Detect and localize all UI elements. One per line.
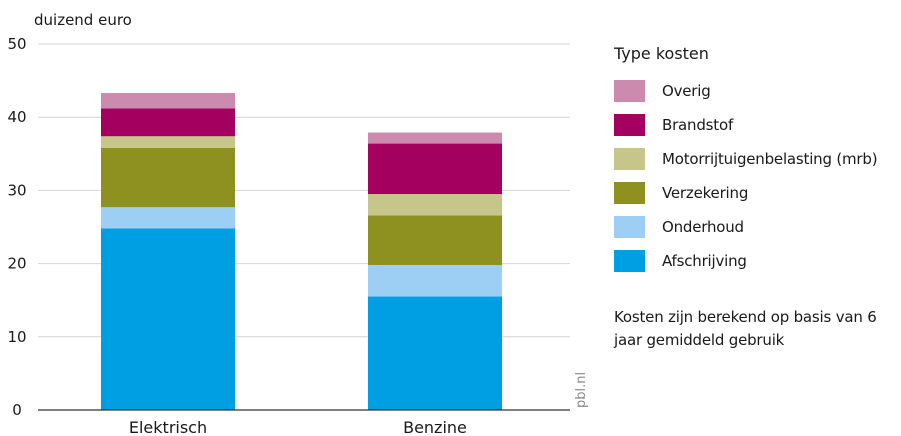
y-tick-label: 30 bbox=[7, 181, 26, 199]
y-tick-label: 0 bbox=[12, 401, 22, 419]
bar-segment-elektrisch-afschrijving bbox=[101, 228, 235, 410]
legend-label: Motorrijtuigenbelasting (mrb) bbox=[662, 150, 878, 168]
legend-label: Brandstof bbox=[662, 116, 734, 134]
legend-swatch bbox=[614, 182, 645, 204]
legend-label: Verzekering bbox=[662, 184, 749, 202]
bar-segment-benzine-afschrijving bbox=[368, 296, 502, 410]
bar-segment-elektrisch-onderhoud bbox=[101, 207, 235, 229]
legend-item-overig: Overig bbox=[614, 74, 901, 108]
legend-title: Type kosten bbox=[614, 44, 709, 63]
legend-label: Afschrijving bbox=[662, 252, 747, 270]
x-axis-categories: Elektrisch Benzine bbox=[129, 418, 467, 436]
y-tick-label: 50 bbox=[7, 35, 26, 53]
legend-item-verzekering: Verzekering bbox=[614, 176, 901, 210]
bar-segment-benzine-onderhoud bbox=[368, 265, 502, 297]
bar-segment-elektrisch-verzekering bbox=[101, 147, 235, 208]
x-tick-label: Benzine bbox=[403, 418, 467, 436]
bar-segment-elektrisch-brandstof bbox=[101, 108, 235, 137]
y-tick-label: 20 bbox=[7, 255, 26, 273]
legend-item-motorrijtuigenbelasting: Motorrijtuigenbelasting (mrb) bbox=[614, 142, 901, 176]
legend-item-onderhoud: Onderhoud bbox=[614, 210, 901, 244]
legend-swatch bbox=[614, 148, 645, 170]
legend-swatch bbox=[614, 114, 645, 136]
legend-label: Onderhoud bbox=[662, 218, 744, 236]
y-tick-label: 10 bbox=[7, 328, 26, 346]
bar-segment-elektrisch-overig bbox=[101, 93, 235, 109]
legend-item-afschrijving: Afschrijving bbox=[614, 244, 901, 278]
y-axis-ticks: 0 10 20 30 40 50 bbox=[7, 35, 26, 419]
y-tick-label: 40 bbox=[7, 108, 26, 126]
bar-segment-benzine-overig bbox=[368, 132, 502, 144]
y-axis-title: duizend euro bbox=[34, 11, 132, 29]
legend-swatch bbox=[614, 250, 645, 272]
legend: Type kosten Overig Brandstof Motorrijtuige… bbox=[614, 44, 901, 278]
bar-segment-elektrisch-motorrijtuigenbelasting bbox=[101, 136, 235, 148]
legend-item-brandstof: Brandstof bbox=[614, 108, 901, 142]
legend-swatch bbox=[614, 80, 645, 102]
bar-segment-benzine-brandstof bbox=[368, 143, 502, 195]
source-label: pbl.nl bbox=[574, 372, 589, 408]
legend-label: Overig bbox=[662, 82, 711, 100]
legend-items: Overig Brandstof Motorrijtuigenbelasting (… bbox=[614, 74, 901, 278]
bar-segment-benzine-verzekering bbox=[368, 215, 502, 266]
bars bbox=[101, 93, 502, 410]
bar-segment-benzine-motorrijtuigenbelasting bbox=[368, 194, 502, 216]
legend-swatch bbox=[614, 216, 645, 238]
x-tick-label: Elektrisch bbox=[129, 418, 207, 436]
chart-note: Kosten zijn berekend op basis van 6 jaar… bbox=[614, 308, 877, 349]
